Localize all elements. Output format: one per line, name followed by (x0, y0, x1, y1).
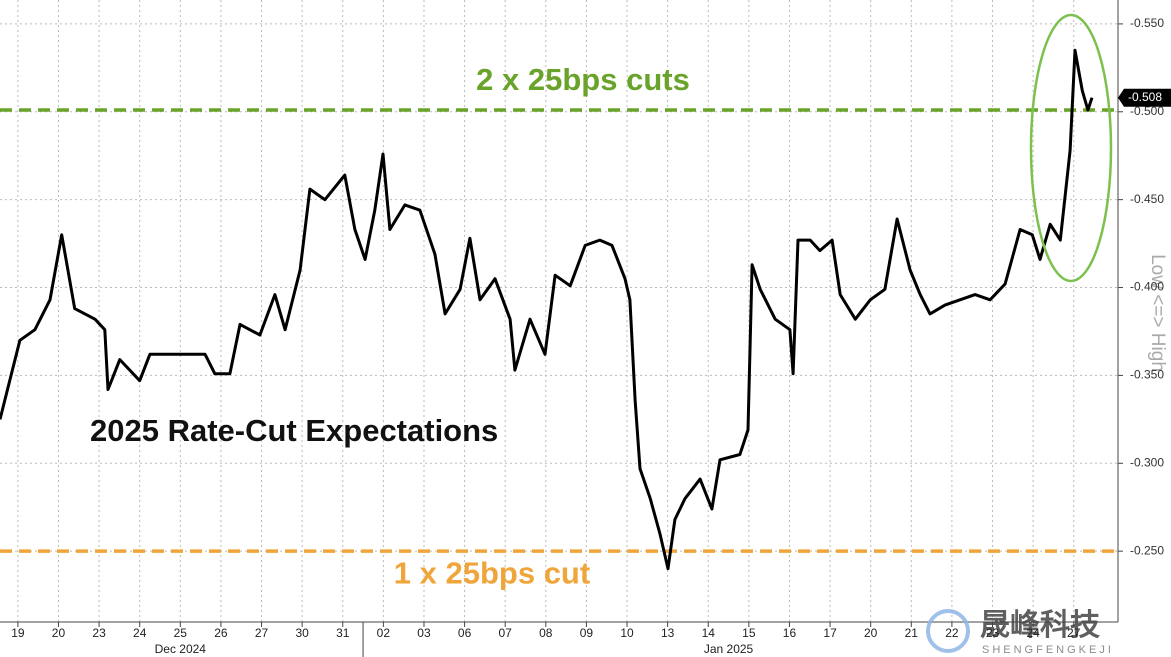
x-tick-label: 25 (174, 626, 188, 640)
watermark-subtitle: SHENGFENGKEJI (982, 644, 1114, 656)
x-tick-label: 02 (377, 626, 391, 640)
x-tick-label: 10 (620, 626, 634, 640)
x-tick-label: 08 (539, 626, 553, 640)
chart-title: 2025 Rate-Cut Expectations (90, 413, 498, 448)
reference-label: 1 x 25bps cut (394, 555, 590, 590)
x-tick-label: 21 (905, 626, 919, 640)
x-tick-label: 09 (580, 626, 594, 640)
x-tick-label: 31 (336, 626, 350, 640)
x-tick-label: 20 (52, 626, 66, 640)
y-tick-label: -0.450 (1130, 192, 1164, 206)
y-tick-label: -0.350 (1130, 368, 1164, 382)
x-tick-label: 06 (458, 626, 472, 640)
x-tick-label: 15 (742, 626, 756, 640)
watermark-logo (926, 609, 970, 653)
x-tick-label: 13 (661, 626, 675, 640)
x-tick-label: 23 (92, 626, 106, 640)
y-tick-label: -0.300 (1130, 455, 1164, 469)
last-value-box (1118, 88, 1171, 107)
reference-label: 2 x 25bps cuts (476, 62, 690, 97)
x-tick-label: 22 (945, 626, 959, 640)
reference-lines: 2 x 25bps cuts 1 x 25bps cut (0, 62, 1118, 590)
x-tick-label: 30 (295, 626, 309, 640)
x-group-label: Jan 2025 (704, 642, 754, 656)
grid (0, 0, 1118, 622)
y-tick-label: -0.400 (1130, 280, 1164, 294)
series (0, 48, 1094, 571)
x-tick-label: 03 (417, 626, 431, 640)
x-tick-label: 23 (986, 626, 1000, 640)
x-tick-label: 27 (1067, 626, 1081, 640)
y-tick-label: -0.250 (1130, 543, 1164, 557)
x-group-label: Dec 2024 (155, 642, 207, 656)
x-tick-label: 16 (783, 626, 797, 640)
highlight-ellipse (1029, 13, 1113, 283)
x-tick-label: 24 (1026, 626, 1040, 640)
last-value-label: -0.508 (1128, 90, 1162, 104)
watermark: 晟峰科技 SHENGFENGKEJI (926, 609, 1114, 656)
x-tick-label: 20 (864, 626, 878, 640)
y-tick-label: -0.550 (1130, 16, 1164, 30)
x-tick-label: 19 (11, 626, 25, 640)
x-tick-label: 26 (214, 626, 228, 640)
data-line (0, 48, 1094, 571)
watermark-title: 晟峰科技 (980, 609, 1100, 642)
x-tick-label: 27 (255, 626, 269, 640)
x-tick-label: 17 (823, 626, 837, 640)
x-tick-label: 24 (133, 626, 147, 640)
x-tick-label: 07 (499, 626, 513, 640)
x-tick-label: 14 (702, 626, 716, 640)
y-tick-label: -0.500 (1130, 104, 1164, 118)
y-axis-label: Low <=> High (1147, 254, 1168, 372)
